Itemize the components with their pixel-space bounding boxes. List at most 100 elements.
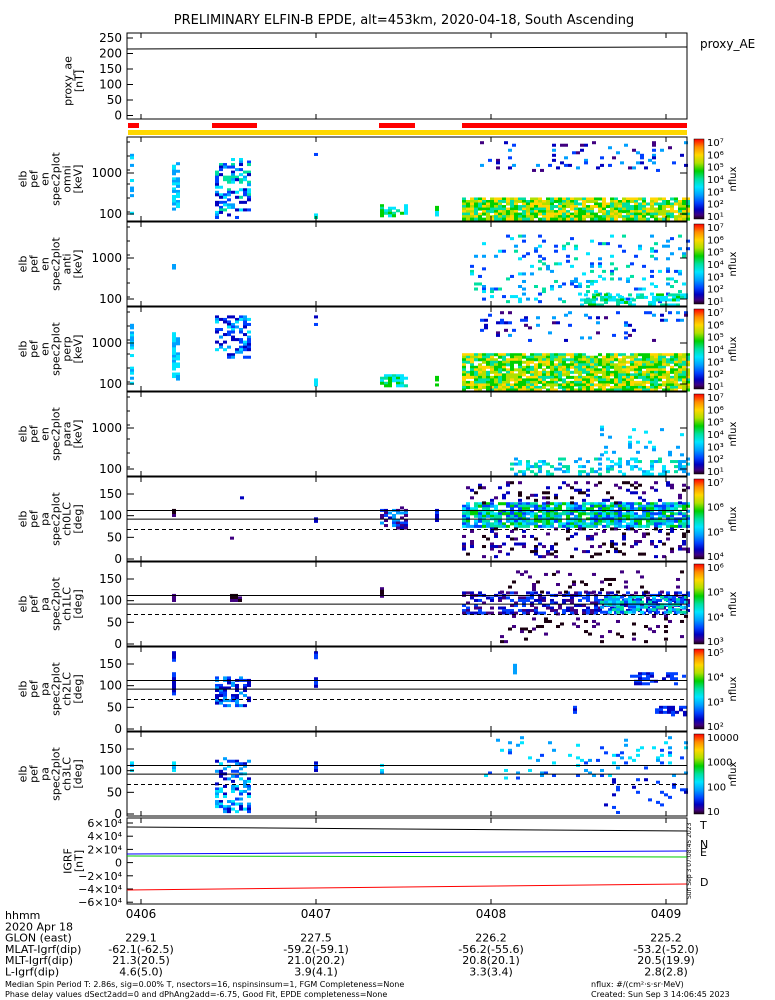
flux-pixel [650, 249, 654, 253]
proxy-ae-legend: proxy_AE [700, 37, 755, 51]
flux-pixel [606, 498, 610, 502]
flux-pixel [227, 213, 231, 217]
flux-pixel [562, 512, 566, 516]
flux-pixel [554, 262, 558, 266]
flux-pixel [231, 787, 235, 791]
flux-pixel [482, 358, 486, 362]
flux-pixel [554, 504, 558, 508]
flux-pixel [610, 380, 614, 384]
flux-pixel [646, 373, 650, 377]
flux-pixel [502, 596, 506, 600]
flux-pixel [566, 519, 570, 523]
flux-pixel [598, 202, 602, 206]
flux-pixel [604, 600, 608, 604]
flux-pixel [510, 385, 514, 389]
flux-pixel [502, 524, 506, 528]
flux-pixel [634, 540, 638, 544]
flux-pixel [482, 368, 486, 372]
flux-pixel [618, 512, 622, 516]
flux-pixel [582, 550, 586, 554]
flux-pixel [488, 771, 492, 775]
flux-pixel [636, 778, 640, 782]
flux-pixel [650, 368, 654, 372]
flux-pixel [672, 293, 676, 297]
flux-pixel [683, 705, 687, 709]
flux-pixel [478, 611, 482, 615]
flux-pixel [682, 488, 686, 492]
flux-pixel [560, 143, 564, 147]
flux-pixel [490, 202, 494, 206]
flux-pixel [219, 210, 223, 214]
flux-pixel [538, 244, 542, 248]
flux-pixel [602, 388, 606, 392]
flux-pixel [130, 211, 134, 215]
flux-pixel [566, 502, 570, 506]
flux-pixel [462, 388, 466, 392]
flux-pixel [558, 373, 562, 377]
flux-pixel [630, 512, 634, 516]
flux-pixel [522, 287, 526, 291]
flux-pixel [598, 274, 602, 278]
flux-pixel [618, 202, 622, 206]
flux-pixel [686, 504, 690, 508]
flux-pixel [239, 158, 243, 162]
flux-pixel [564, 163, 568, 167]
flux-pixel [219, 787, 223, 791]
flux-pixel [678, 365, 682, 369]
flux-pixel [600, 453, 604, 457]
flux-pixel [542, 507, 546, 511]
flux-pixel [478, 383, 482, 387]
flux-pixel [600, 163, 604, 167]
flux-pixel [638, 210, 642, 214]
flux-pixel [582, 202, 586, 206]
flux-pixel [482, 205, 486, 209]
flux-pixel [235, 338, 239, 342]
flux-pixel [618, 277, 622, 281]
flux-pixel [227, 325, 231, 329]
flux-pixel [590, 360, 594, 364]
flux-pixel [502, 375, 506, 379]
flux-pixel [243, 807, 247, 811]
flux-pixel [600, 640, 604, 644]
flux-pixel [602, 529, 606, 533]
flux-pixel [498, 212, 502, 216]
flux-pixel [130, 189, 134, 193]
flux-pixel [498, 365, 502, 369]
flux-pixel [646, 470, 650, 474]
flux-pixel [552, 153, 556, 157]
pa4-ylabel-1: pef [28, 764, 41, 783]
flux-pixel [570, 504, 574, 508]
flux-pixel [558, 514, 562, 518]
flux-pixel [554, 509, 558, 513]
flux-pixel [404, 384, 408, 388]
flux-pixel [600, 605, 604, 609]
flux-pixel [172, 337, 176, 341]
flux-pixel [570, 217, 574, 221]
flux-pixel [247, 807, 251, 811]
flux-pixel [542, 207, 546, 211]
flux-pixel [498, 486, 502, 490]
flux-pixel [606, 457, 610, 461]
flux-pixel [608, 146, 612, 150]
flux-pixel [602, 200, 606, 204]
flux-pixel [686, 200, 690, 204]
flux-pixel [558, 368, 562, 372]
flux-pixel [219, 173, 223, 177]
flux-pixel [400, 384, 404, 388]
flux-pixel [642, 370, 646, 374]
flux-pixel [562, 207, 566, 211]
flux-pixel [554, 383, 558, 387]
flux-pixel [518, 512, 522, 516]
flux-pixel [235, 686, 239, 690]
flux-pixel [648, 600, 652, 604]
flux-pixel [590, 368, 594, 372]
flux-pixel [526, 502, 530, 506]
flux-pixel [130, 381, 134, 385]
flux-pixel [588, 316, 592, 320]
flux-pixel [494, 370, 498, 374]
flux-pixel [542, 239, 546, 243]
flux-pixel [682, 504, 686, 508]
flux-pixel [526, 202, 530, 206]
flux-pixel [659, 705, 663, 709]
flux-pixel [604, 298, 608, 302]
